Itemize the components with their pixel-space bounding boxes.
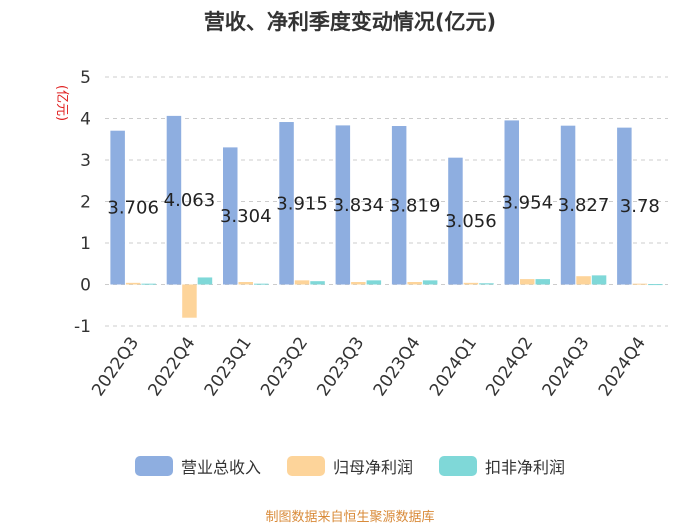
x-tick-label: 2022Q3 [88, 333, 143, 400]
bar [238, 282, 253, 285]
bar [422, 280, 438, 285]
bar [310, 281, 325, 285]
bar [648, 284, 663, 286]
legend: 营业总收入 归母净利润 扣非净利润 [0, 454, 700, 478]
y-axis-label: (亿元) [54, 85, 69, 121]
bar [125, 282, 141, 285]
bar [407, 282, 422, 285]
bars [110, 115, 663, 318]
data-label: 3.706 [107, 198, 159, 219]
x-tick-label: 2024Q4 [595, 333, 650, 400]
bar [576, 276, 591, 285]
data-label: 3.819 [389, 195, 441, 216]
y-tick-label: 2 [80, 193, 91, 213]
data-label: 3.056 [445, 211, 497, 232]
bar [182, 284, 197, 318]
data-label: 3.304 [220, 206, 272, 227]
x-tick-label: 2023Q1 [201, 333, 256, 400]
bar [223, 147, 238, 285]
data-label: 3.915 [276, 193, 328, 214]
legend-label: 归母净利润 [332, 458, 413, 477]
y-tick-label: 3 [80, 151, 91, 171]
data-label: 3.78 [620, 196, 660, 217]
bar [632, 283, 648, 285]
chart-title: 营收、净利季度变动情况(亿元) [203, 10, 497, 34]
x-tick-label: 2024Q1 [426, 333, 481, 400]
bar [279, 122, 294, 285]
legend-item[interactable]: 归母净利润 [286, 454, 413, 478]
y-tick-label: 0 [80, 276, 91, 296]
bar [294, 280, 310, 285]
bar [110, 130, 125, 285]
bar [391, 126, 407, 285]
x-tick-label: 2023Q4 [370, 333, 425, 400]
legend-label: 扣非净利润 [485, 458, 566, 477]
legend-item[interactable]: 扣非净利润 [439, 454, 565, 478]
bar [463, 282, 479, 285]
legend-item[interactable]: 营业总收入 [134, 454, 261, 478]
bar [141, 283, 156, 285]
grid-lines [105, 76, 668, 327]
bar [504, 120, 519, 285]
x-tick-label: 2023Q2 [257, 333, 312, 400]
data-label: 3.834 [333, 195, 385, 216]
bar [254, 283, 269, 285]
data-label: 3.954 [501, 192, 553, 213]
bar [448, 157, 463, 285]
x-tick-label: 2023Q3 [313, 333, 368, 400]
y-tick-label: 5 [80, 68, 91, 88]
legend-swatch [134, 456, 173, 476]
y-axis: -1 0 1 2 3 4 5 [74, 68, 91, 337]
bar [335, 125, 351, 285]
bar [166, 115, 182, 285]
bar [591, 275, 607, 285]
legend-swatch [439, 456, 477, 476]
x-tick-label: 2024Q3 [539, 333, 594, 400]
data-label: 4.063 [164, 190, 216, 211]
legend-label: 营业总收入 [180, 458, 261, 477]
legend-swatch [286, 456, 325, 476]
y-tick-label: 4 [80, 110, 91, 130]
bar [520, 279, 535, 285]
y-tick-label: -1 [74, 317, 91, 337]
bar [351, 282, 366, 285]
bar [366, 280, 382, 285]
source-note: 制图数据来自恒生聚源数据库 [265, 510, 435, 525]
y-tick-label: 1 [80, 234, 91, 254]
bar [535, 279, 550, 285]
bar [197, 277, 213, 285]
bar [617, 127, 632, 285]
bar [560, 125, 576, 285]
x-tick-label: 2022Q4 [144, 333, 199, 400]
bar [479, 283, 494, 285]
x-tick-label: 2024Q2 [482, 333, 537, 400]
x-axis: 2022Q3 2022Q4 2023Q1 2023Q2 2023Q3 2023Q4 2024… [88, 333, 650, 400]
data-label: 3.827 [558, 195, 610, 216]
